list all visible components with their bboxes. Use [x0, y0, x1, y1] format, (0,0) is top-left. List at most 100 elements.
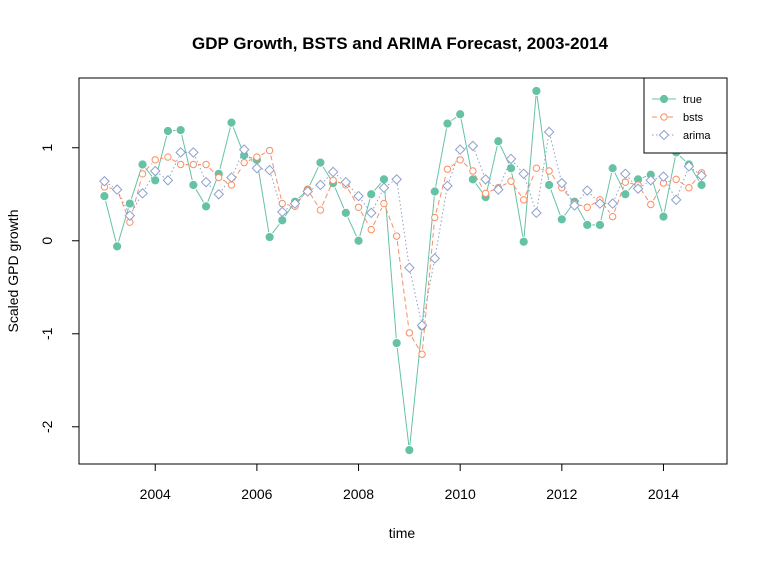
series-arima-point: [327, 166, 339, 178]
series-bsts-point: [215, 173, 223, 182]
series-arima-point: [213, 188, 225, 200]
series-bsts-segment: [222, 179, 228, 183]
series-arima-segment: [422, 263, 435, 321]
series-arima-segment: [323, 175, 330, 182]
series-arima-point: [594, 198, 606, 209]
series-arima-point: [556, 177, 568, 189]
series-arima-segment: [590, 193, 597, 201]
series-bsts-segment: [145, 163, 153, 171]
series-arima-point: [645, 175, 657, 186]
y-tick-label: -1: [39, 327, 55, 340]
series-arima-point: [238, 144, 250, 155]
series-bsts-point: [253, 153, 261, 161]
series-bsts-point: [265, 146, 274, 155]
series-true-point: [608, 164, 617, 173]
series-true-segment: [272, 223, 280, 234]
series-true-segment: [359, 198, 371, 237]
legend-marker: [659, 94, 669, 104]
series-bsts-point: [456, 156, 464, 164]
series-true-point: [227, 118, 236, 127]
series-bsts-segment: [385, 208, 396, 232]
legend-marker: [660, 113, 668, 121]
series-true-point: [341, 208, 350, 217]
series-true-segment: [651, 179, 663, 212]
series-bsts-point: [202, 160, 210, 169]
series-arima-segment: [665, 180, 675, 196]
series-bsts-segment: [579, 204, 583, 207]
series-bsts-point: [367, 225, 375, 234]
series-arima-segment: [209, 185, 216, 192]
series-true-segment: [257, 164, 270, 233]
series-true-point: [468, 175, 477, 184]
series-bsts-segment: [209, 167, 216, 175]
series-bsts-point: [672, 175, 680, 184]
series-arima-segment: [677, 170, 688, 196]
series-arima-point: [581, 185, 593, 196]
series-arima-point: [670, 194, 682, 206]
y-axis-label: Scaled GPD growth: [5, 210, 21, 333]
series-bsts-point: [354, 203, 363, 211]
series-bsts-segment: [109, 187, 113, 190]
series-bsts-segment: [337, 181, 342, 184]
series-arima-point: [416, 320, 428, 331]
series-arima-point: [696, 170, 707, 181]
x-tick-label: 2004: [140, 486, 171, 502]
series-arima-segment: [233, 153, 243, 174]
series-true-segment: [322, 166, 331, 180]
series-arima-point: [137, 188, 148, 199]
series-true-point: [265, 232, 274, 242]
series-true-point: [532, 86, 541, 96]
series-bsts-segment: [360, 211, 370, 226]
series-true-point: [125, 199, 134, 208]
series-bsts-point: [138, 170, 147, 178]
series-arima-point: [264, 164, 275, 176]
series-arima-point: [251, 162, 263, 174]
series-arima-segment: [641, 182, 647, 187]
series-true-point: [557, 215, 566, 224]
series-arima-segment: [348, 185, 356, 193]
series-arima-point: [492, 184, 504, 195]
series-bsts-point: [469, 167, 477, 175]
series-arima-point: [353, 190, 364, 202]
series-arima-segment: [692, 168, 698, 174]
series-true-segment: [523, 95, 537, 237]
series-bsts-point: [392, 232, 401, 240]
series-true: [100, 86, 706, 455]
series-arima-segment: [169, 156, 180, 176]
series-true-point: [595, 220, 605, 230]
series-true-point: [443, 119, 452, 128]
series-arima-segment: [144, 175, 154, 190]
series-true-segment: [334, 187, 345, 209]
series-arima-point: [124, 210, 136, 221]
series-arima-segment: [628, 177, 636, 186]
series-arima-point: [632, 183, 644, 194]
series-true-segment: [396, 347, 410, 446]
series-true-point: [113, 242, 122, 251]
series-bsts-segment: [396, 241, 410, 328]
series-true-point: [405, 445, 414, 455]
series-true-segment: [298, 192, 305, 199]
series-arima-segment: [373, 191, 383, 209]
series-true-point: [583, 220, 592, 230]
series-bsts-segment: [297, 193, 306, 203]
series-true-segment: [374, 182, 382, 191]
series-arima-point: [531, 207, 542, 219]
series-arima-segment: [270, 174, 282, 208]
series-true-segment: [284, 205, 293, 217]
series-arima-point: [188, 147, 199, 158]
series-bsts-point: [189, 160, 198, 169]
series-arima-point: [162, 175, 174, 186]
series-arima-segment: [387, 181, 393, 186]
x-axis: 2004 2006 2008 2010 2012 2014: [140, 463, 679, 502]
series-true-point: [659, 212, 668, 221]
x-tick-label: 2010: [445, 486, 476, 502]
series-true-segment: [614, 172, 624, 190]
series-true-segment: [642, 175, 647, 179]
series-layer: [99, 86, 707, 455]
series-true-point: [189, 180, 198, 190]
series-arima-point: [607, 198, 618, 209]
series-true-segment: [435, 128, 448, 187]
chart-title: GDP Growth, BSTS and ARIMA Forecast, 200…: [192, 34, 609, 53]
series-arima-point: [276, 206, 288, 218]
series-bsts-segment: [602, 203, 611, 213]
